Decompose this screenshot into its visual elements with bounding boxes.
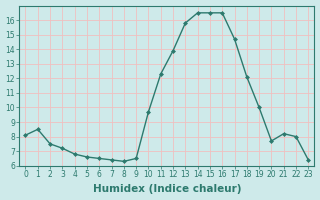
X-axis label: Humidex (Indice chaleur): Humidex (Indice chaleur) bbox=[93, 184, 241, 194]
